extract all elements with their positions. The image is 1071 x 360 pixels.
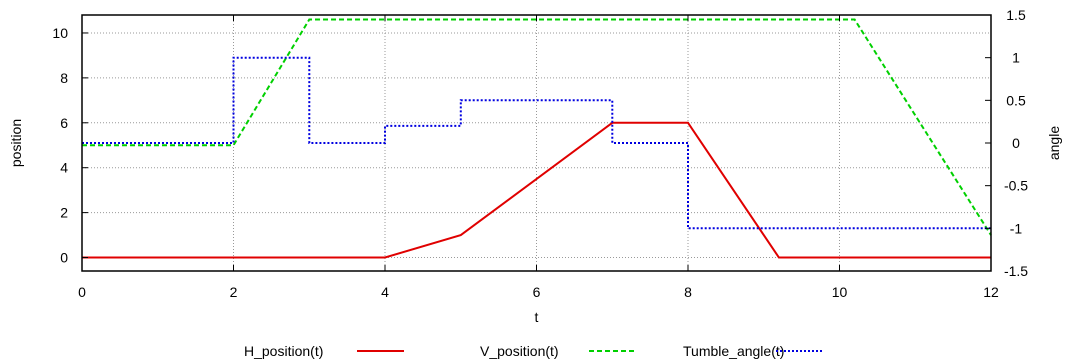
series-line-2: [82, 18, 992, 236]
x-tick-label: 0: [78, 284, 86, 300]
x-tick-label: 2: [230, 284, 238, 300]
y2-tick-label: 0: [1012, 135, 1020, 151]
legend: H_position(t) V_position(t) Tumble_angle(t…: [244, 343, 823, 359]
y-tick-label: 10: [52, 25, 68, 41]
y-tick-label: 6: [60, 115, 68, 131]
y2-tick-label: 1.5: [1006, 7, 1026, 23]
y2-axis-label: angle: [1046, 126, 1062, 160]
legend-label-3: Tumble_angle(t): [683, 343, 784, 359]
x-axis-label: t: [535, 309, 539, 325]
legend-label-2: V_position(t): [480, 343, 559, 359]
y-tick-label: 2: [60, 205, 68, 221]
y2-tick-label: -1: [1010, 220, 1023, 236]
series-layer: [82, 18, 992, 259]
x-tick-label: 10: [832, 284, 848, 300]
x-tick-label: 4: [381, 284, 389, 300]
y2-tick-label: -0.5: [1004, 178, 1028, 194]
x-tick-label: 6: [533, 284, 541, 300]
y-tick-label: 0: [60, 250, 68, 266]
y2-tick-label: -1.5: [1004, 263, 1028, 279]
y-tick-label: 8: [60, 70, 68, 86]
x-tick-label: 8: [684, 284, 692, 300]
tick-layer: 0 2 4 6 8 10 12 0 2 4 6 8 10 -1.5 -1 -0.5 0 0.5 1 1.5: [52, 7, 1028, 300]
legend-label-1: H_position(t): [244, 343, 323, 359]
y2-tick-label: 0.5: [1006, 92, 1026, 108]
y2-tick-label: 1: [1012, 50, 1020, 66]
series-line-3: [82, 56, 991, 230]
series-line-1: [82, 121, 991, 259]
y-axis-label: position: [8, 119, 24, 167]
x-tick-label: 12: [983, 284, 999, 300]
y-tick-label: 4: [60, 160, 68, 176]
